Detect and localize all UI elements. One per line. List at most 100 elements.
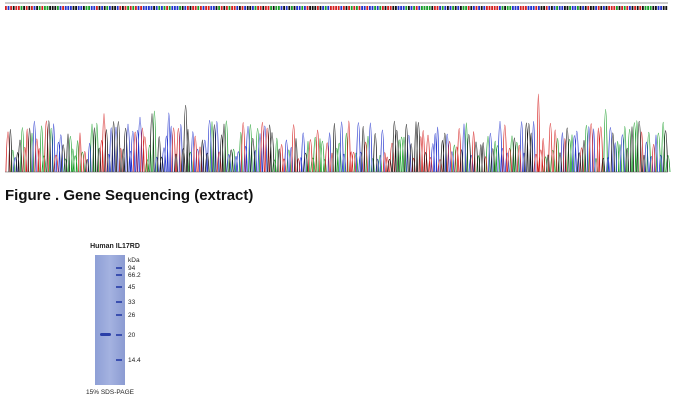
base-glyph [618,6,621,10]
base-glyph [314,6,317,10]
base-glyph [31,6,33,10]
figure-caption: Figure . Gene Sequencing (extract) [5,187,254,204]
base-glyph [205,6,207,10]
base-glyph [88,6,90,10]
base-glyph [322,6,324,10]
base-glyph [145,6,148,10]
base-glyph [366,6,369,10]
base-glyph [288,6,291,10]
base-glyph [23,6,25,10]
base-glyph [127,6,129,10]
base-glyph [605,6,608,10]
base-glyph [10,6,12,10]
base-glyph [569,6,571,10]
base-glyph [210,6,213,10]
base-glyph [98,6,101,10]
base-glyph [522,6,525,10]
base-glyph [213,6,215,10]
base-glyph [122,6,124,10]
base-glyph [384,6,387,10]
base-glyph [304,6,306,10]
base-glyph [441,6,444,10]
base-glyph [226,6,228,10]
base-glyph [379,6,382,10]
base-glyph [41,6,44,10]
marker-label: 20 [128,332,136,339]
base-glyph [51,6,54,10]
base-glyph [161,6,163,10]
base-glyph [590,6,592,10]
base-glyph [610,6,613,10]
base-glyph [317,6,319,10]
base-glyph [470,6,473,10]
base-glyph [233,6,236,10]
base-glyph [467,6,470,10]
base-glyph [556,6,558,10]
base-glyph [28,6,31,10]
base-glyph [548,6,551,10]
base-glyph [431,6,434,10]
base-glyph [475,6,478,10]
protein-band [100,333,111,336]
base-glyph [561,6,564,10]
base-glyph [64,6,67,10]
gel-lane [95,255,125,385]
base-glyph [491,6,493,10]
base-glyph [616,6,618,10]
base-glyph [558,6,561,10]
base-glyph [20,6,23,10]
base-glyph [486,6,488,10]
base-glyph [629,6,631,10]
base-glyph [7,6,10,10]
base-glyph [363,6,366,10]
base-glyph [150,6,153,10]
base-glyph [132,6,135,10]
base-glyph [140,6,142,10]
base-glyph [545,6,548,10]
base-glyph [460,6,462,10]
base-glyph [348,6,350,10]
base-glyph [184,6,187,10]
base-glyph [577,6,579,10]
base-glyph [665,6,668,10]
base-glyph [535,6,538,10]
base-glyph [207,6,210,10]
base-glyph [608,6,610,10]
base-glyph [382,6,384,10]
base-glyph [244,6,246,10]
base-glyph [644,6,647,10]
marker-band [116,301,122,303]
base-glyph [626,6,629,10]
base-glyph [259,6,262,10]
base-glyph [59,6,62,10]
base-glyph [465,6,467,10]
base-glyph [584,6,587,10]
base-glyph [634,6,636,10]
base-glyph [449,6,452,10]
base-glyph [597,6,600,10]
base-glyph [553,6,556,10]
base-glyph [662,6,665,10]
base-glyph [400,6,402,10]
base-glyph [631,6,634,10]
base-glyph [75,6,77,10]
base-glyph [83,6,85,10]
base-glyph [166,6,168,10]
base-glyph [356,6,358,10]
marker-label: 66.2 [128,272,141,279]
base-glyph [402,6,405,10]
base-glyph [439,6,441,10]
base-glyph [530,6,532,10]
base-glyph [340,6,343,10]
base-glyph [80,6,83,10]
base-glyph [241,6,244,10]
base-glyph [639,6,642,10]
base-glyph [345,6,348,10]
gel-title: Human IL17RD [90,243,140,250]
base-glyph [119,6,122,10]
base-glyph [387,6,389,10]
base-glyph [538,6,540,10]
marker-label: 26 [128,312,136,319]
